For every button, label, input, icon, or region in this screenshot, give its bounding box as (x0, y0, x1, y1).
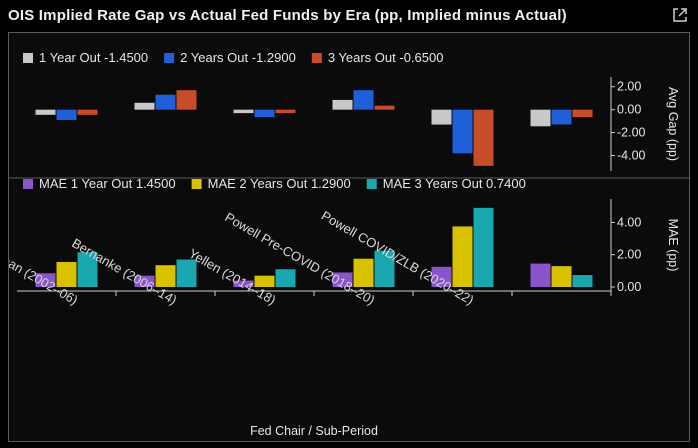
bar (176, 90, 197, 110)
bar (431, 109, 452, 125)
bar (473, 207, 494, 287)
bar (572, 275, 593, 287)
legend-swatch (23, 179, 33, 189)
legend-swatch (23, 53, 33, 63)
legend-label: MAE 1 Year Out 1.4500 (39, 176, 176, 191)
y-axis-title: MAE (pp) (666, 219, 680, 272)
chart-title: OIS Implied Rate Gap vs Actual Fed Funds… (8, 7, 567, 24)
bar (176, 259, 197, 287)
bar (572, 109, 593, 118)
bar (452, 226, 473, 287)
bar (332, 272, 353, 287)
bar (551, 109, 572, 125)
bar (77, 109, 98, 115)
bar (431, 266, 452, 287)
y-axis-title: Avg Gap (pp) (666, 87, 680, 161)
bar (35, 273, 56, 287)
bar (275, 269, 296, 287)
chart-panel: 1 Year Out -1.4500 2 Years Out -1.2900 3 Y… (8, 32, 690, 442)
title-bar: OIS Implied Rate Gap vs Actual Fed Funds… (0, 0, 698, 32)
y-tick-label: 4.00 (617, 215, 641, 229)
bar (374, 250, 395, 287)
bar (35, 109, 56, 115)
bar (530, 109, 551, 127)
y-tick-label: 0.00 (617, 103, 641, 117)
bar (233, 109, 254, 114)
bar (374, 105, 395, 110)
bar (155, 265, 176, 287)
bar (254, 109, 275, 118)
chart-canvas: 1 Year Out -1.4500 2 Years Out -1.2900 3 Y… (9, 50, 689, 438)
x-axis-title: Fed Chair / Sub-Period (250, 424, 378, 438)
legend-label: 2 Years Out -1.2900 (180, 50, 296, 65)
bar (452, 109, 473, 154)
bar (473, 109, 494, 166)
legend-swatch (191, 179, 202, 189)
bar (254, 275, 275, 287)
bar (530, 263, 551, 287)
bar (332, 99, 353, 110)
legend-label: MAE 3 Years Out 0.7400 (383, 176, 526, 191)
legend-label: MAE 2 Years Out 1.2900 (208, 176, 351, 191)
y-tick-label: -4.00 (617, 149, 646, 163)
bar (551, 266, 572, 287)
legend-swatch (164, 53, 175, 63)
y-tick-label: 2.00 (617, 248, 641, 262)
y-tick-label: -2.00 (617, 126, 646, 140)
bar (134, 102, 155, 110)
bar (275, 109, 296, 114)
bar (134, 275, 155, 287)
legend-label: 3 Years Out -0.6500 (328, 50, 444, 65)
bar (77, 252, 98, 287)
bar (353, 90, 374, 110)
bar (233, 280, 254, 287)
bar (56, 109, 77, 120)
external-link-icon[interactable] (672, 7, 688, 23)
bar (353, 258, 374, 287)
legend-swatch (311, 53, 322, 63)
bar (155, 94, 176, 110)
y-tick-label: 0.00 (617, 280, 641, 294)
legend-label: 1 Year Out -1.4500 (39, 50, 148, 65)
bar (56, 261, 77, 287)
legend-swatch (366, 179, 377, 189)
y-tick-label: 2.00 (617, 80, 641, 94)
